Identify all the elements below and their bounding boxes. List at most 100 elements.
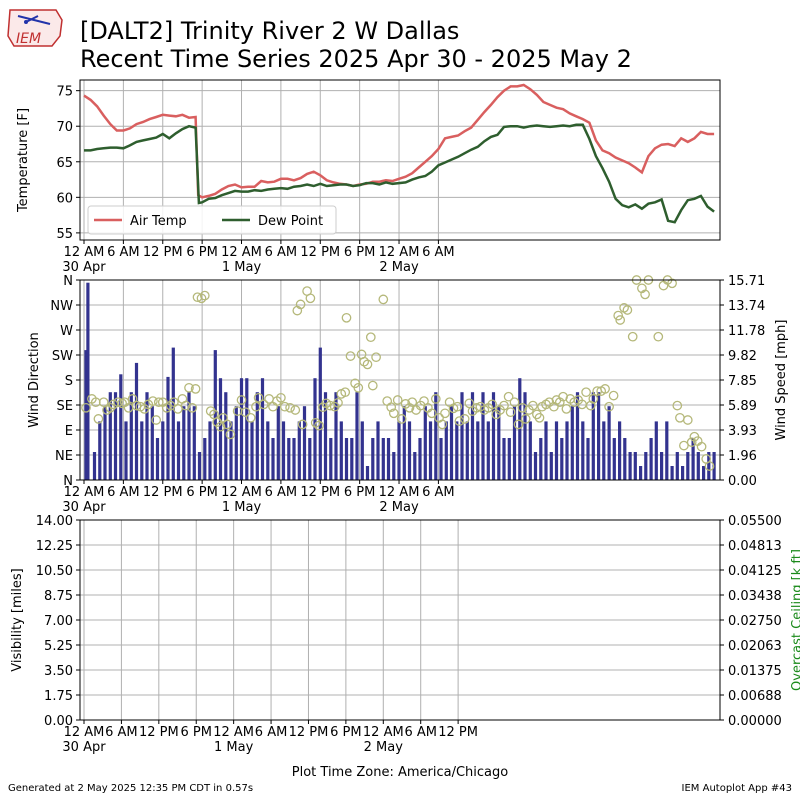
x-tick-label: 6 AM bbox=[265, 245, 298, 260]
x-tick-label: 12 PM bbox=[143, 485, 183, 500]
series-line-air-temp bbox=[83, 83, 715, 199]
wind-direction-marker bbox=[362, 359, 373, 370]
wind-speed-bar bbox=[119, 374, 123, 480]
wind-speed-bar bbox=[597, 392, 601, 480]
x-tick-label: 12 PM bbox=[300, 485, 340, 500]
wind-speed-bar bbox=[292, 438, 296, 480]
wind-speed-bar bbox=[696, 452, 700, 480]
wind-direction-marker bbox=[554, 397, 565, 408]
y-tick-label-visibility: 10.50 bbox=[36, 564, 73, 579]
wind-direction-marker bbox=[452, 401, 463, 412]
wind-speed-bar bbox=[245, 378, 249, 480]
wind-direction-marker bbox=[686, 437, 697, 448]
y-tick-label-visibility: 3.50 bbox=[44, 664, 73, 679]
wind-speed-bar bbox=[618, 421, 622, 480]
wind-direction-marker bbox=[345, 351, 356, 361]
wind-speed-bar bbox=[108, 392, 112, 480]
y-tick-label-visibility: 8.75 bbox=[44, 589, 73, 604]
y-tick-label: 65 bbox=[56, 156, 73, 171]
wind-direction-marker bbox=[279, 401, 290, 412]
wind-direction-marker bbox=[180, 400, 191, 411]
y2-tick-label-ceiling: 0.01375 bbox=[728, 664, 782, 679]
wind-speed-bar bbox=[145, 392, 149, 480]
wind-speed-bar bbox=[460, 392, 464, 480]
wind-direction-marker bbox=[509, 397, 520, 408]
wind-direction-marker bbox=[378, 294, 389, 305]
wind-speed-bar bbox=[302, 406, 307, 480]
wind-speed-bar bbox=[98, 421, 102, 480]
y-axis-label-wind-direction: Wind Direction bbox=[27, 332, 42, 428]
wind-direction-marker bbox=[608, 390, 619, 401]
wind-speed-bar bbox=[84, 350, 88, 480]
wind-speed-bar bbox=[350, 438, 354, 480]
wind-direction-marker bbox=[173, 404, 183, 414]
x-tick-label: 12 PM bbox=[143, 245, 183, 260]
y-tick-label-direction: N bbox=[63, 474, 73, 489]
wind-speed-bar bbox=[455, 421, 459, 480]
wind-direction-marker bbox=[382, 396, 393, 406]
wind-speed-bar bbox=[381, 438, 385, 480]
wind-speed-bar bbox=[507, 438, 511, 480]
wind-direction-marker bbox=[386, 402, 397, 413]
x-date-label: 1 May bbox=[222, 260, 262, 275]
wind-direction-marker bbox=[187, 402, 198, 413]
wind-direction-marker bbox=[151, 415, 162, 425]
wind-speed-bar bbox=[360, 421, 364, 480]
wind-speed-bar bbox=[344, 438, 349, 480]
wind-speed-bar bbox=[523, 392, 527, 480]
wind-speed-bar bbox=[465, 421, 469, 480]
wind-direction-marker bbox=[604, 401, 614, 412]
wind-direction-marker bbox=[305, 293, 316, 304]
wind-direction-marker bbox=[290, 405, 301, 415]
wind-direction-marker bbox=[333, 397, 343, 408]
wind-speed-bar bbox=[318, 347, 322, 480]
wind-speed-bar bbox=[554, 421, 559, 480]
wind-direction-marker bbox=[285, 402, 295, 413]
wind-direction-marker bbox=[588, 394, 599, 404]
x-tick-label: 6 AM bbox=[265, 485, 298, 500]
y2-tick-label-ceiling: 0.02063 bbox=[728, 639, 782, 654]
wind-speed-bar bbox=[365, 466, 370, 480]
wind-speed-bar bbox=[103, 406, 107, 480]
x-tick-label: 12 AM bbox=[64, 485, 105, 500]
wind-direction-marker bbox=[499, 400, 509, 411]
wind-direction-marker bbox=[113, 397, 123, 408]
wind-direction-marker bbox=[581, 387, 591, 398]
wind-direction-marker bbox=[258, 399, 269, 410]
wind-speed-bar bbox=[544, 421, 548, 480]
x-tick-label: 6 PM bbox=[344, 245, 375, 260]
wind-speed-bar bbox=[486, 421, 490, 480]
wind-speed-bar bbox=[623, 438, 627, 480]
wind-direction-marker bbox=[675, 412, 685, 423]
wind-speed-bar bbox=[539, 438, 543, 480]
wind-speed-bar bbox=[339, 421, 343, 480]
wind-direction-marker bbox=[225, 429, 236, 440]
wind-speed-bar bbox=[533, 452, 538, 480]
wind-direction-marker bbox=[558, 391, 568, 402]
series-line-dew-point bbox=[84, 123, 715, 224]
y-tick-label-visibility: 5.25 bbox=[44, 639, 73, 654]
y-tick-label-visibility: 14.00 bbox=[36, 514, 73, 529]
x-tick-label: 6 AM bbox=[107, 485, 140, 500]
wind-direction-marker bbox=[503, 391, 514, 402]
x-tick-label: 6 AM bbox=[422, 485, 455, 500]
y2-tick-label-ceiling: 0.00688 bbox=[728, 689, 782, 704]
wind-direction-marker bbox=[199, 290, 210, 301]
y2-tick-label-speed: 7.85 bbox=[728, 374, 757, 389]
wind-speed-bar bbox=[229, 421, 233, 480]
wind-direction-marker bbox=[240, 407, 251, 418]
wind-direction-marker bbox=[672, 400, 683, 411]
wind-direction-marker bbox=[404, 402, 415, 413]
x-date-label: 30 Apr bbox=[62, 740, 106, 755]
x-date-label: 1 May bbox=[222, 500, 262, 515]
x-tick-label: 12 AM bbox=[64, 245, 105, 260]
wind-speed-bar bbox=[423, 406, 427, 480]
wind-direction-marker bbox=[640, 289, 650, 300]
wind-speed-bar bbox=[491, 392, 496, 480]
wind-speed-bar bbox=[323, 392, 328, 480]
wind-direction-marker bbox=[388, 408, 399, 419]
wind-speed-bar bbox=[591, 392, 595, 480]
wind-speed-bar bbox=[213, 350, 217, 480]
page-subtitle: Recent Time Series 2025 Apr 30 - 2025 Ma… bbox=[80, 45, 632, 73]
